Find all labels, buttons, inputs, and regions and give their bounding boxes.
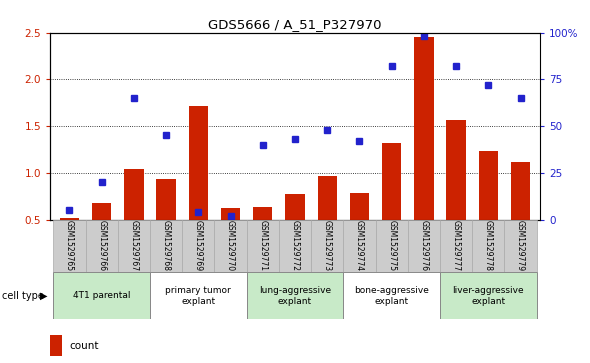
Bar: [504, 220, 537, 272]
Bar: [376, 220, 408, 272]
Bar: [150, 272, 247, 319]
Text: cell type: cell type: [2, 291, 44, 301]
Bar: [214, 220, 247, 272]
Bar: [440, 272, 537, 319]
Text: lung-aggressive
explant: lung-aggressive explant: [259, 286, 331, 306]
Bar: [447, 119, 466, 266]
Bar: [311, 220, 343, 272]
Bar: [414, 37, 434, 266]
Bar: [478, 151, 498, 266]
Text: ▶: ▶: [40, 291, 47, 301]
Bar: [118, 220, 150, 272]
Text: GSM1529774: GSM1529774: [355, 220, 364, 272]
Bar: [60, 218, 79, 266]
Bar: [92, 203, 112, 266]
Text: primary tumor
explant: primary tumor explant: [165, 286, 231, 306]
Bar: [279, 220, 311, 272]
Bar: [150, 220, 182, 272]
Text: GSM1529777: GSM1529777: [451, 220, 461, 272]
Text: GSM1529775: GSM1529775: [387, 220, 396, 272]
Bar: [317, 176, 337, 266]
Text: GSM1529771: GSM1529771: [258, 220, 267, 272]
Text: 4T1 parental: 4T1 parental: [73, 291, 130, 300]
Bar: [382, 143, 401, 266]
Bar: [343, 272, 440, 319]
Bar: [124, 169, 143, 266]
Text: GSM1529772: GSM1529772: [290, 220, 300, 272]
Bar: [247, 220, 279, 272]
Text: bone-aggressive
explant: bone-aggressive explant: [354, 286, 429, 306]
Text: liver-aggressive
explant: liver-aggressive explant: [453, 286, 524, 306]
Bar: [408, 220, 440, 272]
Bar: [53, 272, 150, 319]
Bar: [286, 194, 304, 266]
Text: GSM1529773: GSM1529773: [323, 220, 332, 272]
Text: GSM1529770: GSM1529770: [226, 220, 235, 272]
Text: GSM1529768: GSM1529768: [162, 220, 171, 272]
Bar: [156, 179, 176, 266]
Text: count: count: [70, 340, 99, 351]
Text: GSM1529765: GSM1529765: [65, 220, 74, 272]
Text: GSM1529776: GSM1529776: [419, 220, 428, 272]
Text: GSM1529767: GSM1529767: [129, 220, 139, 272]
Bar: [472, 220, 504, 272]
Bar: [247, 272, 343, 319]
Text: GSM1529778: GSM1529778: [484, 220, 493, 272]
Bar: [511, 162, 530, 266]
Bar: [53, 220, 86, 272]
Bar: [343, 220, 376, 272]
Bar: [189, 106, 208, 266]
Title: GDS5666 / A_51_P327970: GDS5666 / A_51_P327970: [208, 19, 382, 32]
Bar: [440, 220, 472, 272]
Bar: [221, 208, 240, 266]
Bar: [253, 208, 273, 266]
Text: GSM1529766: GSM1529766: [97, 220, 106, 272]
Bar: [182, 220, 214, 272]
Text: GSM1529769: GSM1529769: [194, 220, 203, 272]
Text: GSM1529779: GSM1529779: [516, 220, 525, 272]
Bar: [86, 220, 118, 272]
Bar: [350, 192, 369, 266]
Bar: [50, 335, 63, 356]
